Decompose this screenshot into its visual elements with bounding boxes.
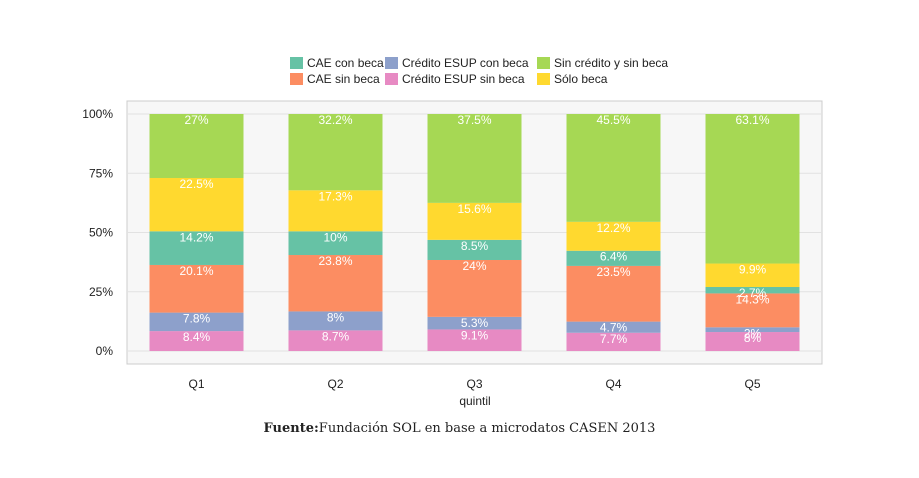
y-axis: 0% 25% 50% 75% 100% <box>82 107 113 358</box>
bar-segment <box>288 190 383 232</box>
legend-swatch <box>537 73 550 85</box>
legend-swatch <box>290 57 303 69</box>
bar-segment <box>566 332 661 351</box>
bar-segment <box>427 239 522 260</box>
data-label: 5.3% <box>461 316 489 330</box>
bar-segment <box>427 202 522 240</box>
data-label: 4.7% <box>600 321 628 335</box>
bar-segment <box>288 255 383 312</box>
legend-label: Sólo beca <box>554 72 608 86</box>
data-label: 27% <box>184 113 208 127</box>
bar-segment <box>288 330 383 351</box>
bar-segment <box>288 114 383 191</box>
data-label: 10% <box>323 230 347 244</box>
bar-segment <box>149 312 244 332</box>
bar-segment <box>566 321 661 333</box>
x-tick-label: Q2 <box>327 377 343 391</box>
legend-swatch <box>385 73 398 85</box>
data-label: 8% <box>327 310 345 324</box>
data-label: 2% <box>744 326 762 340</box>
legend-swatch <box>537 57 550 69</box>
data-label: 23.5% <box>596 265 630 279</box>
x-axis: Q1 Q2 Q3 Q4 Q5 <box>188 377 760 391</box>
bar-segment <box>705 287 800 294</box>
bar-segment <box>149 114 244 178</box>
source-caption: Fuente:Fundación SOL en base a microdato… <box>0 421 919 436</box>
bar-segment <box>705 263 800 288</box>
data-label: 7.8% <box>183 312 211 326</box>
y-tick-label: 75% <box>89 166 113 180</box>
bar-segment <box>566 114 661 222</box>
data-label: 32.2% <box>318 113 352 127</box>
data-label: 17.3% <box>318 189 352 203</box>
y-tick-label: 50% <box>89 226 113 240</box>
data-label: 9.9% <box>739 263 767 277</box>
data-label: 2.7% <box>739 286 767 300</box>
bar-segment <box>566 265 661 322</box>
data-label: 8.5% <box>461 239 489 253</box>
bar-segment <box>427 114 522 203</box>
x-tick-label: Q1 <box>188 377 204 391</box>
bar-segment <box>288 231 383 256</box>
data-label: 9.1% <box>461 328 489 342</box>
data-label: 15.6% <box>457 202 491 216</box>
legend-label: CAE sin beca <box>307 72 380 86</box>
x-tick-label: Q4 <box>605 377 621 391</box>
bar-segment <box>705 293 800 328</box>
legend-label: Sin crédito y sin beca <box>554 56 668 70</box>
y-tick-label: 25% <box>89 285 113 299</box>
bar-segment <box>705 327 800 333</box>
x-tick-label: Q3 <box>466 377 482 391</box>
legend-label: Crédito ESUP sin beca <box>402 72 525 86</box>
data-label: 22.5% <box>179 177 213 191</box>
legend-label: Crédito ESUP con beca <box>402 56 529 70</box>
bar-segment <box>566 221 661 251</box>
data-label: 14.3% <box>735 292 769 306</box>
data-label: 20.1% <box>179 264 213 278</box>
x-axis-label: quintil <box>459 394 490 408</box>
data-label: 23.8% <box>318 254 352 268</box>
bar-segment <box>149 177 244 232</box>
data-label: 45.5% <box>596 113 630 127</box>
bar-segment <box>149 331 244 351</box>
source-caption-bold: Fuente: <box>263 421 319 436</box>
legend-label: CAE con beca <box>307 56 384 70</box>
source-caption-text: Fundación SOL en base a microdatos CASEN… <box>318 421 656 436</box>
data-label: 24% <box>462 259 486 273</box>
data-label: 37.5% <box>457 113 491 127</box>
data-label: 63.1% <box>735 113 769 127</box>
x-tick-label: Q5 <box>744 377 760 391</box>
bar-segment <box>705 332 800 351</box>
bar-segment <box>705 114 800 264</box>
legend-swatch <box>290 73 303 85</box>
data-label: 6.4% <box>600 250 628 264</box>
bar-segment <box>149 231 244 265</box>
bar-segment <box>288 311 383 331</box>
bar-segment <box>427 259 522 317</box>
data-label: 14.2% <box>179 230 213 244</box>
bars <box>149 114 800 351</box>
legend: CAE con beca Crédito ESUP con beca Sin cré… <box>290 56 668 86</box>
bar-segment <box>427 329 522 351</box>
y-tick-label: 100% <box>82 107 113 121</box>
data-label: 8.7% <box>322 329 350 343</box>
data-label: 8% <box>744 331 762 345</box>
legend-swatch <box>385 57 398 69</box>
bar-segment <box>427 316 522 330</box>
y-tick-label: 0% <box>96 344 114 358</box>
data-label: 12.2% <box>596 221 630 235</box>
bar-segment <box>566 250 661 266</box>
bar-segment <box>149 264 244 313</box>
data-label: 7.7% <box>600 332 628 346</box>
data-label: 8.4% <box>183 330 211 344</box>
data-labels: 8.4% 7.8% 20.1% 14.2% 22.5% 27% 8.7% 8% 23.8% 10%… <box>179 113 769 346</box>
